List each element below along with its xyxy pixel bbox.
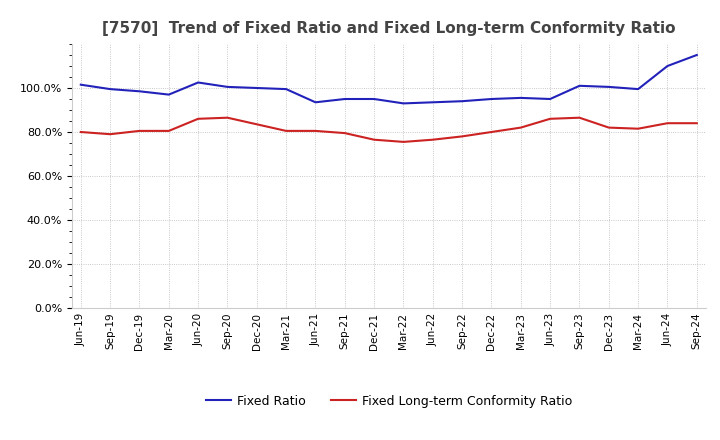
Fixed Long-term Conformity Ratio — [428, 137, 437, 142]
Fixed Ratio — [341, 96, 349, 102]
Fixed Long-term Conformity Ratio — [194, 116, 202, 121]
Fixed Ratio — [106, 86, 114, 92]
Fixed Ratio — [76, 82, 85, 87]
Fixed Ratio — [370, 96, 379, 102]
Fixed Ratio — [194, 80, 202, 85]
Title: [7570]  Trend of Fixed Ratio and Fixed Long-term Conformity Ratio: [7570] Trend of Fixed Ratio and Fixed Lo… — [102, 21, 675, 36]
Fixed Ratio — [282, 86, 290, 92]
Fixed Long-term Conformity Ratio — [693, 121, 701, 126]
Fixed Ratio — [546, 96, 554, 102]
Fixed Long-term Conformity Ratio — [663, 121, 672, 126]
Legend: Fixed Ratio, Fixed Long-term Conformity Ratio: Fixed Ratio, Fixed Long-term Conformity … — [201, 390, 577, 413]
Line: Fixed Long-term Conformity Ratio: Fixed Long-term Conformity Ratio — [81, 117, 697, 142]
Fixed Long-term Conformity Ratio — [634, 126, 642, 131]
Fixed Ratio — [458, 99, 467, 104]
Fixed Ratio — [693, 52, 701, 58]
Fixed Long-term Conformity Ratio — [546, 116, 554, 121]
Fixed Ratio — [164, 92, 173, 97]
Fixed Long-term Conformity Ratio — [106, 132, 114, 137]
Fixed Long-term Conformity Ratio — [341, 130, 349, 136]
Fixed Long-term Conformity Ratio — [223, 115, 232, 120]
Fixed Long-term Conformity Ratio — [575, 115, 584, 120]
Fixed Long-term Conformity Ratio — [487, 129, 496, 135]
Fixed Long-term Conformity Ratio — [516, 125, 525, 130]
Fixed Long-term Conformity Ratio — [282, 128, 290, 134]
Fixed Ratio — [135, 88, 144, 94]
Fixed Ratio — [516, 95, 525, 101]
Fixed Ratio — [399, 101, 408, 106]
Fixed Ratio — [634, 86, 642, 92]
Fixed Long-term Conformity Ratio — [605, 125, 613, 130]
Fixed Long-term Conformity Ratio — [164, 128, 173, 134]
Fixed Long-term Conformity Ratio — [370, 137, 379, 142]
Fixed Ratio — [253, 85, 261, 91]
Fixed Ratio — [311, 99, 320, 105]
Fixed Ratio — [223, 84, 232, 90]
Fixed Long-term Conformity Ratio — [253, 121, 261, 127]
Fixed Ratio — [487, 96, 496, 102]
Fixed Ratio — [605, 84, 613, 90]
Fixed Long-term Conformity Ratio — [135, 128, 144, 134]
Fixed Ratio — [575, 83, 584, 88]
Fixed Long-term Conformity Ratio — [399, 139, 408, 144]
Fixed Long-term Conformity Ratio — [458, 134, 467, 139]
Fixed Ratio — [663, 63, 672, 69]
Fixed Long-term Conformity Ratio — [311, 128, 320, 134]
Line: Fixed Ratio: Fixed Ratio — [81, 55, 697, 103]
Fixed Long-term Conformity Ratio — [76, 129, 85, 135]
Fixed Ratio — [428, 99, 437, 105]
